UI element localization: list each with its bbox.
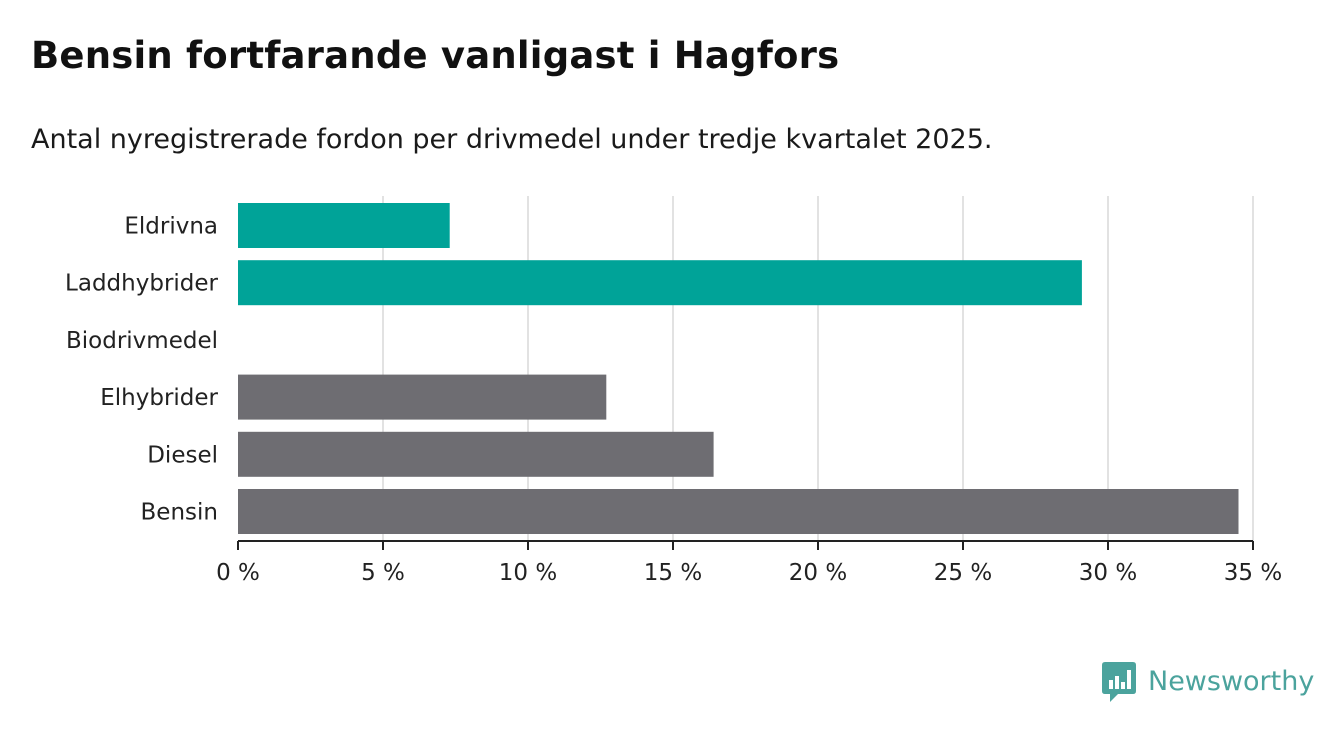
bar-bensin <box>238 489 1239 534</box>
x-tick-label: 0 % <box>216 560 260 586</box>
category-label: Eldrivna <box>124 214 218 240</box>
x-tick-label: 25 % <box>934 560 992 586</box>
chart-subtitle: Antal nyregistrerade fordon per drivmede… <box>31 124 993 155</box>
x-tick-label: 20 % <box>789 560 847 586</box>
category-label: Diesel <box>147 442 218 468</box>
x-tick-label: 10 % <box>499 560 557 586</box>
category-label: Laddhybrider <box>65 271 218 297</box>
x-tick-label: 35 % <box>1224 560 1282 586</box>
bar-elhybrider <box>238 374 607 420</box>
newsworthy-logo-icon <box>1102 662 1136 702</box>
bar-eldrivna <box>238 203 450 248</box>
x-tick-label: 30 % <box>1079 560 1137 586</box>
category-label: Biodrivmedel <box>66 328 218 354</box>
x-tick-label: 15 % <box>644 560 702 586</box>
bar-laddhybrider <box>238 260 1082 306</box>
category-label: Elhybrider <box>100 385 218 411</box>
chart-title: Bensin fortfarande vanligast i Hagfors <box>31 34 840 77</box>
brand-name: Newsworthy <box>1148 666 1315 697</box>
category-label: Bensin <box>141 500 218 526</box>
x-tick-label: 5 % <box>361 560 405 586</box>
bar-diesel <box>238 431 714 477</box>
brand-logo: Newsworthy <box>1102 662 1314 702</box>
